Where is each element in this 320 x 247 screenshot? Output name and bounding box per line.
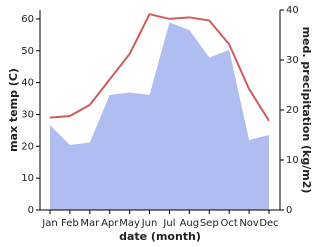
x-axis-label: date (month) bbox=[119, 230, 201, 243]
y-tick-label: 10 bbox=[21, 173, 34, 184]
y-tick-label: 30 bbox=[21, 109, 34, 120]
x-tick-label: Apr bbox=[101, 218, 119, 229]
y2-tick-label: 30 bbox=[286, 55, 299, 66]
y-axis-label: max temp (C) bbox=[7, 68, 20, 152]
x-tick-label: Mar bbox=[80, 218, 100, 229]
x-tick-label: Jun bbox=[141, 218, 158, 229]
y-tick-label: 60 bbox=[21, 14, 34, 25]
x-tick-label: Oct bbox=[221, 218, 238, 229]
x-tick-label: Feb bbox=[61, 218, 79, 229]
y-tick-label: 50 bbox=[21, 46, 34, 57]
y2-tick-label: 20 bbox=[286, 105, 299, 116]
precipitation-area bbox=[50, 22, 269, 210]
x-tick-label: May bbox=[119, 218, 140, 229]
y-tick-label: 0 bbox=[28, 205, 34, 216]
y2-tick-label: 0 bbox=[286, 205, 292, 216]
temp-line bbox=[49, 12, 270, 122]
x-tick-label: Dec bbox=[259, 218, 278, 229]
y2-tick-label: 40 bbox=[286, 5, 299, 16]
x-tick-label: Jan bbox=[41, 218, 57, 229]
x-tick-label: Nov bbox=[239, 218, 259, 229]
y-tick-label: 40 bbox=[21, 78, 34, 89]
y-tick-label: 20 bbox=[21, 141, 34, 152]
y2-axis-label: med. precipitation (kg/m2) bbox=[300, 27, 313, 194]
x-tick-label: Jul bbox=[162, 218, 175, 229]
x-tick-label: Aug bbox=[180, 218, 200, 229]
x-tick-label: Sep bbox=[200, 218, 219, 229]
y2-tick-label: 10 bbox=[286, 155, 299, 166]
